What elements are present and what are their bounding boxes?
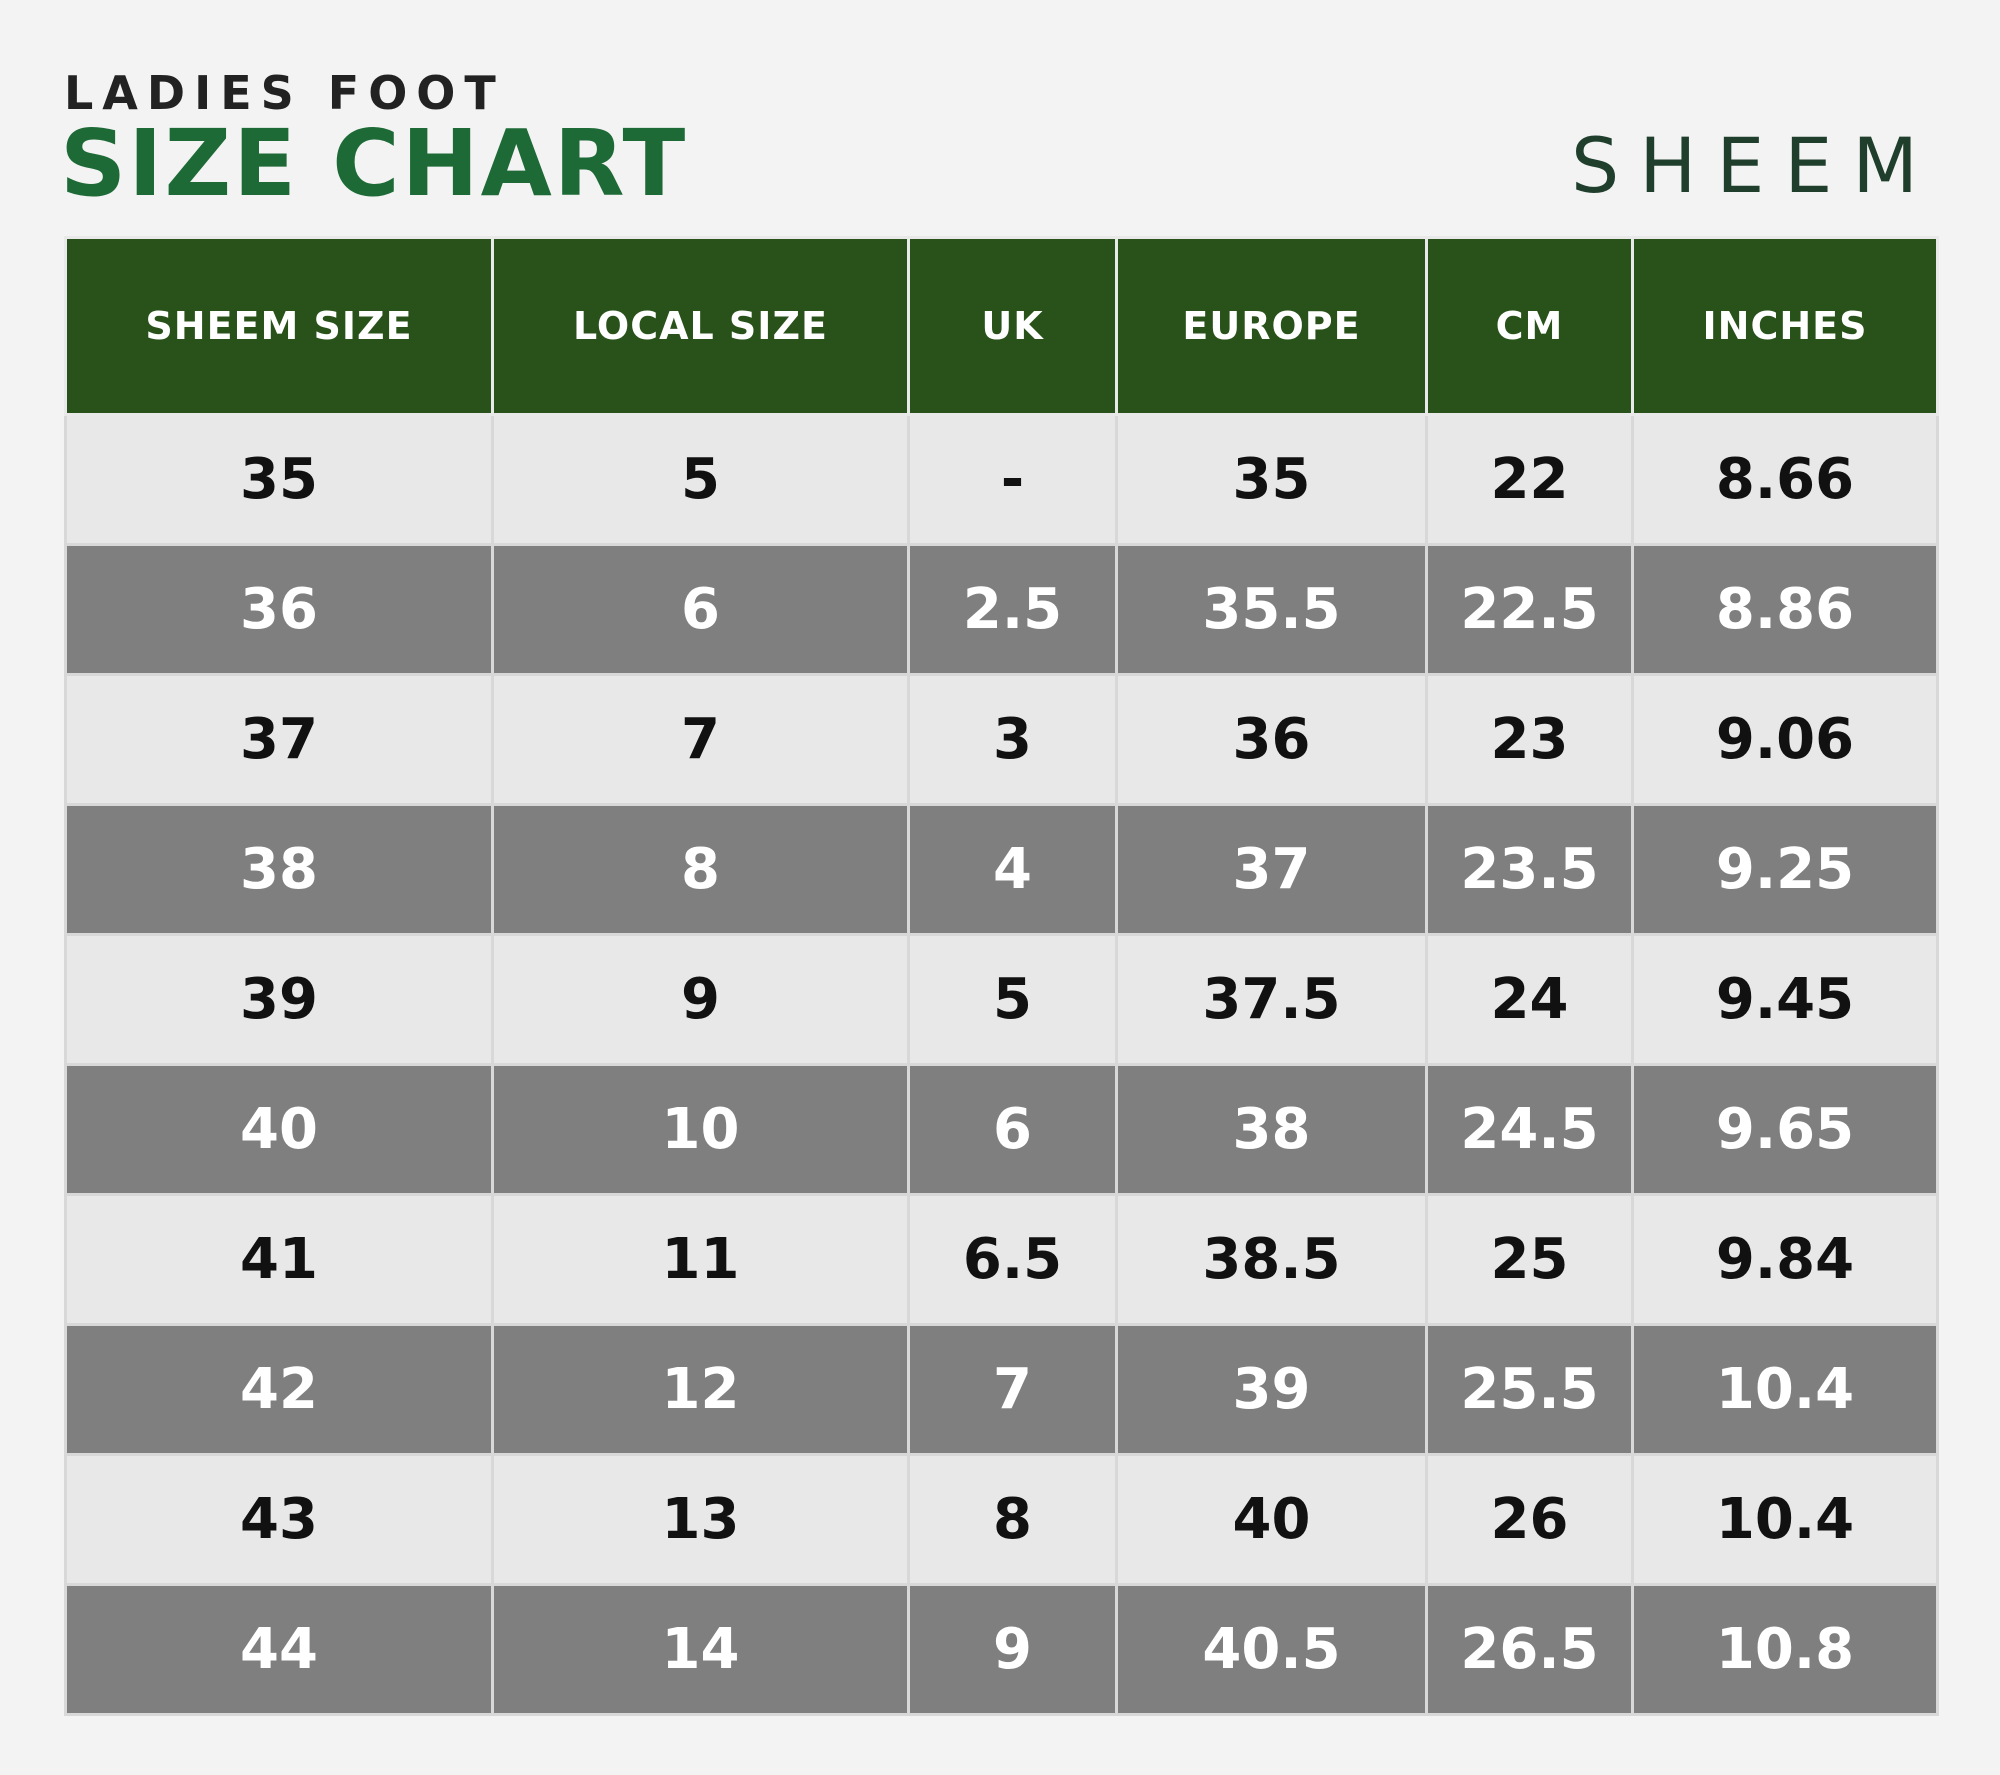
table-cell: 25: [1425, 1193, 1634, 1326]
table-cell: 9: [491, 933, 910, 1066]
table-cell: 23.5: [1425, 803, 1634, 936]
column-header: EUROPE: [1115, 236, 1428, 416]
column-header: UK: [907, 236, 1118, 416]
table-cell: 8: [491, 803, 910, 936]
table-cell: 9.84: [1631, 1193, 1939, 1326]
table-row: 44 14 9 40.5 26.5 10.8: [64, 1583, 1939, 1716]
table-cell: 10: [491, 1063, 910, 1196]
table-cell: 37: [1115, 803, 1428, 936]
table-cell: 6: [907, 1063, 1118, 1196]
table-cell: 24.5: [1425, 1063, 1634, 1196]
table-cell: 38.5: [1115, 1193, 1428, 1326]
table-cell: 10.8: [1631, 1583, 1939, 1716]
table-cell: 14: [491, 1583, 910, 1716]
table-cell: 36: [64, 543, 494, 676]
table-cell: 7: [907, 1323, 1118, 1456]
table-row: 38 8 4 37 23.5 9.25: [64, 803, 1939, 936]
table-cell: 40: [1115, 1453, 1428, 1586]
table-cell: 40.5: [1115, 1583, 1428, 1716]
column-header: CM: [1425, 236, 1634, 416]
table-row: 36 6 2.5 35.5 22.5 8.86: [64, 543, 1939, 676]
title: SIZE CHART: [60, 110, 688, 217]
table-cell: 37.5: [1115, 933, 1428, 1066]
column-header: INCHES: [1631, 236, 1939, 416]
table-cell: 23: [1425, 673, 1634, 806]
table-cell: 37: [64, 673, 494, 806]
table-cell: 9.45: [1631, 933, 1939, 1066]
brand-logo: SHEEM: [1570, 121, 1938, 210]
table-row: 41 11 6.5 38.5 25 9.84: [64, 1193, 1939, 1326]
table-cell: 26.5: [1425, 1583, 1634, 1716]
table-cell: 2.5: [907, 543, 1118, 676]
table-cell: 4: [907, 803, 1118, 936]
table-cell: 41: [64, 1193, 494, 1326]
table-cell: 3: [907, 673, 1118, 806]
table-cell: 22: [1425, 413, 1634, 546]
size-table: SHEEM SIZE LOCAL SIZE UK EUROPE CM INCHES 35 5…: [64, 236, 1939, 1716]
header-row: SHEEM SIZE LOCAL SIZE UK EUROPE CM INCHES: [64, 236, 1939, 416]
table-row: 35 5-35 22 8.66: [64, 413, 1939, 546]
table-row: 40 10 6 38 24.5 9.65: [64, 1063, 1939, 1196]
table-cell: 22.5: [1425, 543, 1634, 676]
table-cell: 39: [1115, 1323, 1428, 1456]
table-cell: 10.4: [1631, 1323, 1939, 1456]
table-cell: 6.5: [907, 1193, 1118, 1326]
subtitle: LADIES FOOT: [64, 66, 505, 120]
table-cell: 38: [64, 803, 494, 936]
table-cell: 9.06: [1631, 673, 1939, 806]
table-cell: 6: [491, 543, 910, 676]
table-cell: 11: [491, 1193, 910, 1326]
table-cell: 8.66: [1631, 413, 1939, 546]
table-cell: 8: [907, 1453, 1118, 1586]
table-cell: 9: [907, 1583, 1118, 1716]
table-cell: 24: [1425, 933, 1634, 1066]
table-row: 37 7 3 36 23 9.06: [64, 673, 1939, 806]
table-cell: 40: [64, 1063, 494, 1196]
table-cell: 44: [64, 1583, 494, 1716]
column-header: LOCAL SIZE: [491, 236, 910, 416]
table-cell: 8.86: [1631, 543, 1939, 676]
table-cell: 5: [491, 413, 910, 546]
table-cell: 7: [491, 673, 910, 806]
table-cell: 43: [64, 1453, 494, 1586]
table-cell: 35: [1115, 413, 1428, 546]
table-cell: 26: [1425, 1453, 1634, 1586]
table-cell: -: [907, 413, 1118, 546]
table-cell: 25.5: [1425, 1323, 1634, 1456]
table-row: 39 9 5 37.5 24 9.45: [64, 933, 1939, 1066]
table-row: 43 13 8 40 26 10.4: [64, 1453, 1939, 1586]
table-cell: 35: [64, 413, 494, 546]
table-row: 42 12 7 39 25.5 10.4: [64, 1323, 1939, 1456]
table-cell: 10.4: [1631, 1453, 1939, 1586]
column-header: SHEEM SIZE: [64, 236, 494, 416]
table-cell: 36: [1115, 673, 1428, 806]
table-cell: 38: [1115, 1063, 1428, 1196]
table-cell: 12: [491, 1323, 910, 1456]
table-cell: 42: [64, 1323, 494, 1456]
table-cell: 35.5: [1115, 543, 1428, 676]
table-cell: 9.25: [1631, 803, 1939, 936]
table-cell: 13: [491, 1453, 910, 1586]
table-cell: 5: [907, 933, 1118, 1066]
table-cell: 39: [64, 933, 494, 1066]
table-cell: 9.65: [1631, 1063, 1939, 1196]
